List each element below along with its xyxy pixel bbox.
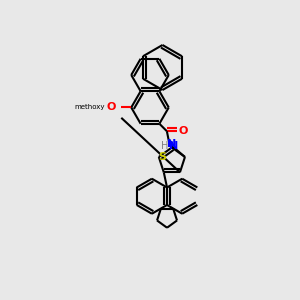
Text: O: O	[107, 103, 116, 112]
Text: O: O	[178, 126, 188, 136]
Text: H: H	[161, 141, 168, 151]
Text: S: S	[158, 152, 166, 162]
Text: N: N	[169, 141, 178, 151]
Text: methoxy: methoxy	[74, 104, 105, 110]
Text: N: N	[167, 139, 176, 149]
